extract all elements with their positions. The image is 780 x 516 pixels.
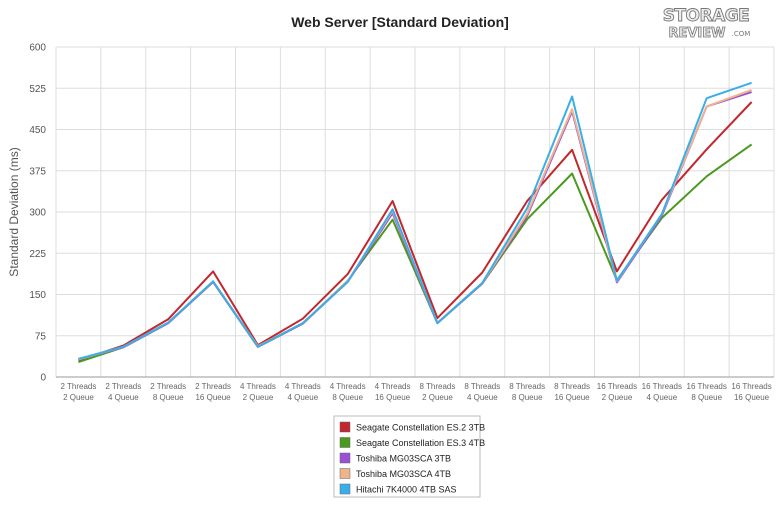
y-axis-label: Standard Deviation (ms) <box>7 147 21 276</box>
x-tick-label: 16 Queue <box>554 393 590 402</box>
x-tick-label: 4 Threads <box>285 382 321 391</box>
series-line-1 <box>78 101 753 362</box>
x-tick-label: 16 Threads <box>597 382 637 391</box>
x-ticks: 2 Threads 2 Queue 2 Threads 4 Queue 2 Thread… <box>61 382 772 402</box>
logo-suffix: .COM <box>732 30 751 38</box>
x-tick-label: 4 Threads <box>375 382 411 391</box>
y-tick-label: 375 <box>29 166 46 177</box>
logo-line-1: STORAGE <box>663 6 750 26</box>
legend: Seagate Constellation ES.2 3TB Seagate Co… <box>333 415 485 498</box>
legend-swatch <box>339 421 351 433</box>
x-tick-label: 8 Threads <box>420 382 456 391</box>
x-tick-label: 4 Threads <box>330 382 366 391</box>
y-tick-label: 0 <box>40 373 46 384</box>
legend-label: Hitachi 7K4000 4TB SAS <box>356 485 457 495</box>
legend-label: Seagate Constellation ES.2 3TB <box>356 423 485 433</box>
y-tick-label: 150 <box>29 290 46 301</box>
x-tick-label: 4 Queue <box>646 393 677 402</box>
x-tick-label: 2 Threads <box>150 382 186 391</box>
x-tick-label: 4 Queue <box>287 393 318 402</box>
x-tick-label: 8 Threads <box>509 382 545 391</box>
chart-title: Web Server [Standard Deviation] <box>291 14 509 30</box>
legend-swatch <box>339 437 351 448</box>
legend-swatch <box>339 468 351 479</box>
x-tick-label: 2 Queue <box>243 393 274 402</box>
legend-box <box>333 415 481 498</box>
y-tick-label: 525 <box>29 84 46 95</box>
y-tick-label: 600 <box>29 43 46 54</box>
x-tick-label: 4 Queue <box>108 393 139 402</box>
x-tick-label: 4 Threads <box>240 382 276 391</box>
x-tick-label: 8 Queue <box>332 393 363 402</box>
legend-label: Toshiba MG03SCA 4TB <box>356 469 451 479</box>
legend-swatch <box>339 452 351 464</box>
legend-label: Seagate Constellation ES.3 4TB <box>356 438 485 448</box>
legend-label: Toshiba MG03SCA 3TB <box>356 454 451 464</box>
x-tick-label: 16 Queue <box>734 393 770 402</box>
x-tick-label: 16 Threads <box>687 382 727 391</box>
y-tick-label: 450 <box>29 125 46 136</box>
y-ticks: 0 75 150 225 300 375 450 525 600 <box>29 43 46 384</box>
x-tick-label: 2 Threads <box>195 382 231 391</box>
x-tick-label: 2 Threads <box>105 382 141 391</box>
x-tick-label: 8 Queue <box>691 393 722 402</box>
x-tick-label: 16 Queue <box>195 393 231 402</box>
y-tick-label: 75 <box>35 331 47 342</box>
x-tick-label: 8 Threads <box>464 382 500 391</box>
x-tick-label: 2 Threads <box>61 382 97 391</box>
logo: STORAGE REVIEW .COM <box>662 6 751 42</box>
x-tick-label: 2 Queue <box>602 393 633 402</box>
x-tick-label: 2 Queue <box>63 393 94 402</box>
x-tick-label: 2 Queue <box>422 393 453 402</box>
x-tick-label: 8 Threads <box>554 382 590 391</box>
x-tick-label: 8 Queue <box>153 393 184 402</box>
x-tick-label: 8 Queue <box>512 393 543 402</box>
y-tick-label: 300 <box>29 208 46 219</box>
series-line-5 <box>78 81 752 360</box>
x-tick-label: 16 Threads <box>642 382 682 391</box>
legend-swatch <box>339 483 351 495</box>
series-lines <box>78 81 753 364</box>
logo-line-2: REVIEW <box>668 26 725 41</box>
x-tick-label: 16 Queue <box>375 393 411 402</box>
x-tick-label: 16 Threads <box>731 382 771 391</box>
grid <box>55 46 775 378</box>
y-tick-label: 225 <box>29 249 46 260</box>
x-tick-label: 4 Queue <box>467 393 498 402</box>
